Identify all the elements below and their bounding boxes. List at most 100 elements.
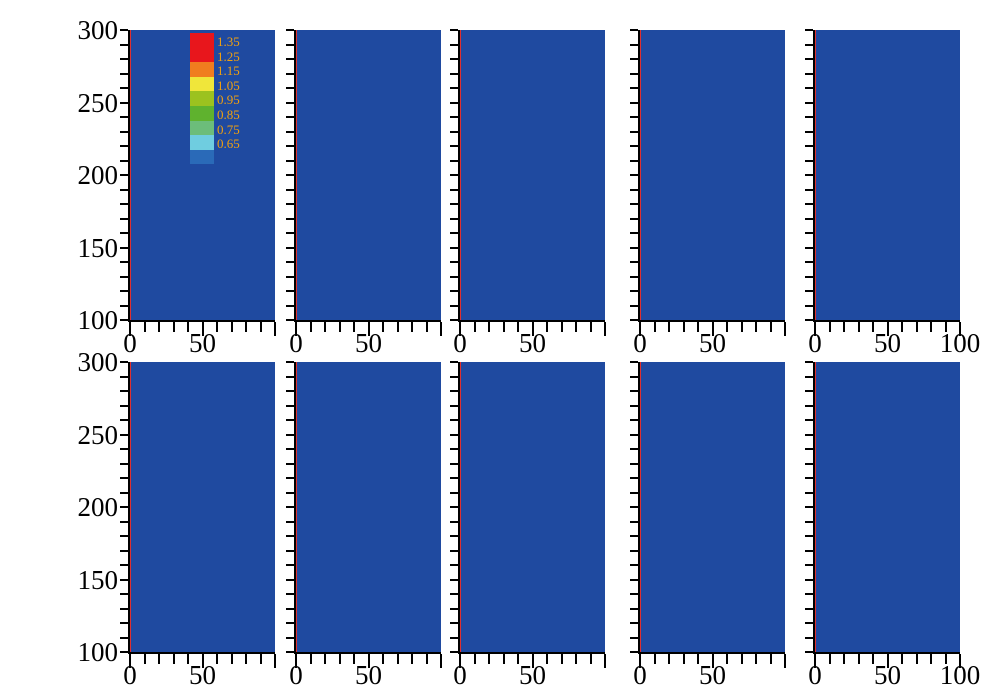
- x-minor-tick: [682, 322, 685, 332]
- y-major-tick: [120, 174, 128, 176]
- y-minor-tick: [120, 58, 128, 60]
- y-major-tick: [450, 246, 458, 249]
- x-minor-tick: [930, 654, 932, 664]
- y-minor-tick: [450, 390, 458, 392]
- x-minor-tick: [309, 322, 312, 332]
- y-minor-tick: [286, 145, 294, 147]
- x-minor-tick: [915, 322, 918, 332]
- y-minor-tick: [630, 448, 638, 450]
- y-minor-tick: [120, 159, 128, 162]
- x-minor-tick: [382, 322, 384, 332]
- x-minor-tick: [172, 322, 175, 332]
- y-minor-tick: [805, 116, 813, 118]
- y-minor-tick: [286, 404, 294, 407]
- x-minor-tick: [915, 654, 918, 664]
- x-tick-label: 50: [519, 660, 546, 690]
- y-major-tick: [805, 174, 813, 176]
- y-minor-tick: [630, 593, 638, 595]
- y-minor-tick: [805, 564, 813, 566]
- y-minor-tick: [120, 622, 128, 624]
- y-minor-tick: [286, 593, 294, 595]
- x-tick-label: 100: [939, 660, 981, 690]
- y-minor-tick: [120, 549, 128, 552]
- y-minor-tick: [805, 535, 813, 537]
- y-tick-label: 200: [77, 160, 119, 190]
- x-major-tick: [711, 654, 714, 668]
- colorbar-swatch: [190, 135, 214, 150]
- y-minor-tick: [630, 217, 638, 220]
- y-minor-tick: [120, 304, 128, 307]
- y-minor-tick: [630, 549, 638, 552]
- y-minor-tick: [450, 290, 458, 292]
- colorbar-label: 0.95: [217, 92, 240, 108]
- x-tick-label: 100: [939, 328, 981, 358]
- x-major-tick: [959, 322, 961, 336]
- x-tick-label: 0: [453, 660, 467, 690]
- y-minor-tick: [805, 549, 813, 552]
- y-minor-tick: [805, 145, 813, 147]
- y-minor-tick: [120, 275, 128, 278]
- y-minor-tick: [286, 72, 294, 75]
- panel-edge: [460, 362, 461, 652]
- y-minor-tick: [805, 636, 813, 639]
- x-minor-tick: [668, 322, 670, 332]
- y-minor-tick: [450, 116, 458, 118]
- density-field: [460, 362, 605, 652]
- panel-edge: [640, 362, 641, 652]
- y-minor-tick: [630, 622, 638, 624]
- colorbar-swatch: [190, 33, 214, 48]
- x-major-tick: [639, 654, 641, 668]
- y-major-tick: [120, 651, 128, 653]
- y-minor-tick: [286, 188, 294, 191]
- density-field: [815, 362, 960, 652]
- y-axis-line: [294, 362, 296, 654]
- y-minor-tick: [450, 43, 458, 46]
- x-minor-tick: [245, 654, 247, 664]
- y-tick-label: 200: [77, 492, 119, 522]
- y-axis-line: [128, 362, 130, 654]
- x-major-tick: [459, 322, 461, 336]
- y-minor-tick: [450, 564, 458, 566]
- y-tick-label: 300: [77, 347, 119, 377]
- y-major-tick: [630, 433, 638, 436]
- x-minor-tick: [653, 322, 656, 332]
- y-major-tick: [286, 174, 294, 176]
- y-minor-tick: [286, 607, 294, 610]
- x-major-tick: [604, 322, 606, 336]
- x-minor-tick: [425, 654, 428, 664]
- y-minor-tick: [120, 404, 128, 407]
- x-minor-tick: [575, 654, 577, 664]
- y-minor-tick: [286, 130, 294, 133]
- y-minor-tick: [450, 130, 458, 133]
- y-minor-tick: [450, 232, 458, 234]
- x-minor-tick: [755, 322, 757, 332]
- x-minor-tick: [843, 654, 845, 664]
- panel-edge: [460, 30, 461, 320]
- colorbar-legend: 1.35 1.25 1.15 1.05 0.95 0.85 0.75 0.65: [190, 33, 240, 165]
- y-minor-tick: [630, 636, 638, 639]
- panel-edge: [815, 30, 816, 320]
- y-minor-tick: [630, 491, 638, 494]
- x-minor-tick: [338, 322, 341, 332]
- x-minor-tick: [726, 654, 728, 664]
- x-minor-tick: [843, 322, 845, 332]
- y-axis-line: [813, 30, 815, 322]
- x-minor-tick: [901, 654, 903, 664]
- y-minor-tick: [286, 261, 294, 263]
- y-major-tick: [286, 101, 294, 104]
- y-minor-tick: [450, 87, 458, 89]
- y-minor-tick: [286, 375, 294, 378]
- colorbar-swatch: [190, 120, 214, 136]
- x-minor-tick: [309, 654, 312, 664]
- y-minor-tick: [805, 275, 813, 278]
- y-major-tick: [805, 506, 813, 508]
- x-minor-tick: [143, 322, 146, 332]
- x-major-tick: [886, 654, 889, 668]
- y-minor-tick: [120, 217, 128, 220]
- x-axis-line: [813, 320, 960, 322]
- y-minor-tick: [630, 275, 638, 278]
- x-tick-label: 0: [808, 328, 822, 358]
- x-minor-tick: [697, 654, 699, 664]
- y-major-tick: [805, 651, 813, 653]
- y-minor-tick: [286, 290, 294, 292]
